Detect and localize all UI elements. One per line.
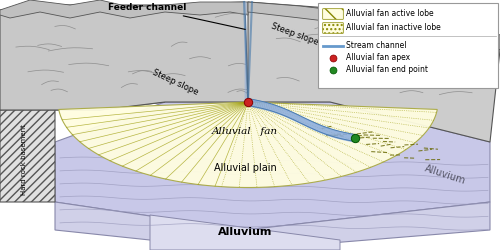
Polygon shape <box>0 0 248 18</box>
Polygon shape <box>0 102 165 110</box>
Text: Alluvial fan end point: Alluvial fan end point <box>346 66 428 74</box>
Polygon shape <box>150 215 340 250</box>
Text: Steep slope: Steep slope <box>270 22 320 47</box>
Text: Alluvial   fan: Alluvial fan <box>212 128 278 136</box>
Text: Steep slope: Steep slope <box>150 68 200 97</box>
FancyBboxPatch shape <box>322 23 344 33</box>
Polygon shape <box>0 2 248 110</box>
Text: Alluvial fan active lobe: Alluvial fan active lobe <box>346 10 434 18</box>
Text: Alluvium: Alluvium <box>218 227 272 237</box>
Polygon shape <box>55 202 490 250</box>
Polygon shape <box>0 102 55 202</box>
Polygon shape <box>248 2 500 50</box>
Polygon shape <box>55 102 490 230</box>
Text: Alluvial fan inactive lobe: Alluvial fan inactive lobe <box>346 24 441 32</box>
Text: Alluvial fan apex: Alluvial fan apex <box>346 54 410 62</box>
Text: Hard rock basement: Hard rock basement <box>21 124 27 196</box>
Polygon shape <box>58 102 438 188</box>
FancyBboxPatch shape <box>322 9 344 19</box>
Polygon shape <box>248 2 500 142</box>
FancyBboxPatch shape <box>318 3 498 88</box>
Text: Alluvial plain: Alluvial plain <box>214 163 276 173</box>
Text: Alluvium: Alluvium <box>423 164 467 186</box>
Text: Feeder channel: Feeder channel <box>108 4 246 30</box>
Text: Stream channel: Stream channel <box>346 42 406 50</box>
